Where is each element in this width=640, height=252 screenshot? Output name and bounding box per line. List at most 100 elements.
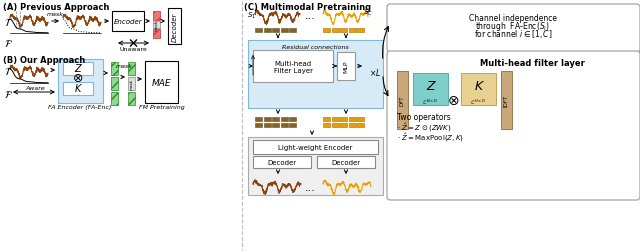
Text: Multi-head
Filter Layer: Multi-head Filter Layer	[273, 60, 312, 73]
Text: through  FA-Enc$(S_i)$: through FA-Enc$(S_i)$	[476, 19, 550, 32]
Text: Channel independence: Channel independence	[469, 13, 557, 22]
Bar	[280, 117, 287, 121]
Bar	[357, 29, 364, 33]
Text: Encoder: Encoder	[114, 19, 142, 25]
Bar	[272, 29, 279, 33]
Bar	[501, 72, 512, 130]
Bar	[289, 123, 296, 128]
Bar	[349, 117, 355, 121]
Text: MLP: MLP	[344, 60, 349, 73]
Bar	[264, 29, 271, 33]
Text: $\mathcal{T}$: $\mathcal{T}$	[4, 16, 13, 28]
Bar	[461, 74, 496, 106]
Text: Z: Z	[75, 64, 81, 74]
Bar	[349, 29, 355, 33]
Text: for channel $i \in [1,C]$: for channel $i \in [1,C]$	[474, 28, 552, 40]
FancyBboxPatch shape	[387, 52, 640, 200]
Bar	[280, 29, 287, 33]
Text: $\otimes$: $\otimes$	[447, 94, 459, 108]
Bar	[58, 60, 103, 104]
Bar	[323, 117, 330, 121]
Bar	[255, 117, 262, 121]
Bar	[153, 30, 160, 39]
Bar	[289, 117, 296, 121]
Bar	[128, 93, 135, 106]
Text: $\cdot\ \hat{Z} = Z\odot(ZWK)$: $\cdot\ \hat{Z} = Z\odot(ZWK)$	[397, 121, 451, 134]
Text: (A) Previous Approach: (A) Previous Approach	[3, 3, 109, 12]
Bar	[128, 63, 135, 76]
Text: mask: mask	[47, 11, 63, 16]
Bar	[272, 117, 279, 121]
Text: $\mathbb{C}^{N\times D}$: $\mathbb{C}^{N\times D}$	[422, 97, 438, 106]
Bar	[253, 156, 311, 168]
Bar	[357, 123, 364, 128]
Bar	[357, 117, 364, 121]
Bar	[323, 123, 330, 128]
Bar	[63, 63, 93, 76]
Bar	[145, 62, 178, 104]
Text: mask: mask	[154, 20, 159, 31]
Text: (C) Multimodal Pretraining: (C) Multimodal Pretraining	[244, 3, 371, 12]
Bar	[349, 123, 355, 128]
Text: $S_C$: $S_C$	[363, 8, 373, 18]
Bar	[63, 83, 93, 96]
Text: ...: ...	[305, 182, 316, 192]
Bar	[317, 156, 375, 168]
Text: $\mathcal{T}$: $\mathcal{T}$	[4, 65, 13, 77]
Bar	[413, 74, 448, 106]
Bar	[128, 78, 135, 91]
Bar	[153, 22, 160, 29]
Text: (B) Our Approach: (B) Our Approach	[3, 56, 85, 65]
Bar	[332, 123, 339, 128]
Text: Decoder: Decoder	[332, 159, 360, 165]
Bar	[340, 123, 347, 128]
Bar	[111, 93, 118, 106]
Text: $S_1$: $S_1$	[247, 11, 256, 21]
Text: $\mathcal{F}$: $\mathcal{F}$	[4, 89, 13, 100]
Text: mask: mask	[129, 79, 134, 90]
Text: ...: ...	[305, 11, 316, 21]
Bar	[255, 123, 262, 128]
Bar	[340, 29, 347, 33]
Bar	[111, 78, 118, 91]
Text: Decoder: Decoder	[172, 12, 177, 42]
Text: FM Pretraining: FM Pretraining	[139, 105, 184, 110]
Text: Multi-head filter layer: Multi-head filter layer	[480, 58, 585, 67]
Bar	[111, 63, 118, 76]
Text: DFT: DFT	[400, 95, 405, 106]
Bar	[253, 51, 333, 83]
Bar	[264, 123, 271, 128]
Bar	[397, 72, 408, 130]
Bar	[272, 123, 279, 128]
Text: $\mathcal{F}$: $\mathcal{F}$	[4, 37, 13, 48]
Text: K: K	[75, 84, 81, 94]
Bar	[248, 41, 383, 109]
Bar	[248, 137, 383, 195]
Text: MAE: MAE	[152, 78, 172, 87]
Text: Aware: Aware	[25, 86, 45, 91]
Text: $\mathbb{C}^{H\times D}$: $\mathbb{C}^{H\times D}$	[470, 97, 486, 106]
Bar	[340, 117, 347, 121]
Text: $\times L$: $\times L$	[369, 66, 381, 77]
Text: FA Encoder (FA-Enc): FA Encoder (FA-Enc)	[48, 105, 112, 110]
Text: Unaware: Unaware	[120, 46, 147, 51]
Text: $\cdot\ \hat{Z} = \mathrm{MaxPool}(Z,K)$: $\cdot\ \hat{Z} = \mathrm{MaxPool}(Z,K)$	[397, 131, 464, 144]
Bar	[168, 9, 181, 45]
Text: Light-weight Encoder: Light-weight Encoder	[278, 144, 353, 150]
Bar	[153, 12, 160, 21]
Text: Z: Z	[426, 79, 435, 92]
Text: $\otimes$: $\otimes$	[72, 72, 84, 85]
Text: mask: mask	[116, 64, 132, 69]
Bar	[323, 29, 330, 33]
Bar	[112, 12, 144, 32]
Bar	[332, 117, 339, 121]
Bar	[337, 53, 355, 81]
Bar	[253, 140, 378, 154]
Text: Residual connections: Residual connections	[282, 44, 348, 49]
FancyBboxPatch shape	[387, 5, 640, 53]
Bar	[264, 117, 271, 121]
Text: K: K	[474, 79, 483, 92]
Text: Decoder: Decoder	[268, 159, 296, 165]
Text: Two operators: Two operators	[397, 113, 451, 122]
Bar	[332, 29, 339, 33]
